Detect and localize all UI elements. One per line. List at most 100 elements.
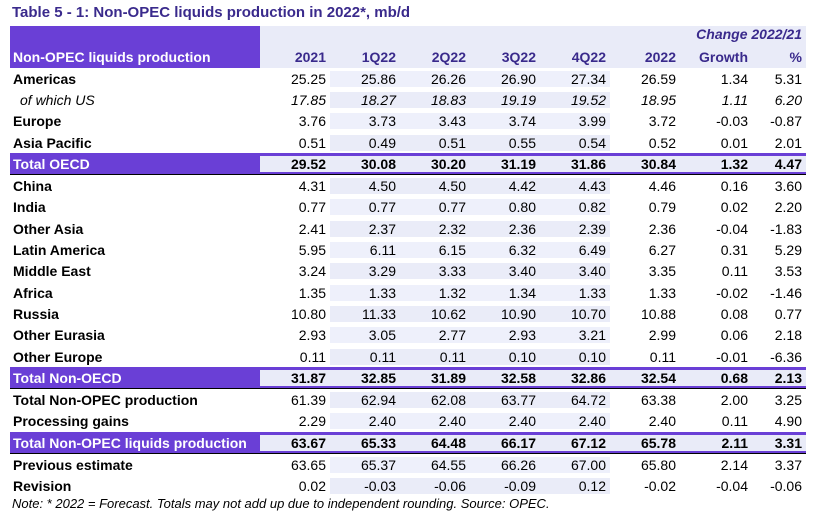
- value-cell: 32.85: [330, 369, 400, 386]
- value-cell: 6.27: [648, 242, 676, 259]
- value-cell: 1.11: [721, 91, 748, 108]
- total-row: Total OECD 29.52 30.08 30.20 31.19 31.86 30.84…: [10, 153, 806, 175]
- table-body: Americas 25.25 25.86 26.26 26.90 27.34 26.59 1.…: [10, 68, 806, 497]
- value-cell: 10.88: [640, 305, 676, 322]
- value-cell: 0.11: [721, 413, 748, 430]
- value-cell: 1.32: [400, 284, 470, 301]
- value-cell: 0.11: [721, 263, 748, 280]
- column-header: 3Q22: [470, 46, 540, 68]
- value-cell: 0.82: [540, 199, 610, 216]
- value-cell: 0.12: [540, 478, 610, 495]
- value-cell: 63.65: [290, 456, 326, 473]
- value-cell: 31.89: [400, 369, 470, 386]
- value-cell: 3.33: [400, 263, 470, 280]
- value-cell: 4.46: [648, 178, 676, 195]
- value-cell: 3.31: [752, 434, 806, 451]
- change-header: Change 2022/21: [696, 26, 802, 42]
- table-row: Asia Pacific 0.51 0.49 0.51 0.55 0.54 0.52 0.01…: [10, 132, 806, 153]
- value-cell: 0.11: [330, 348, 400, 365]
- value-cell: -0.04: [716, 478, 748, 495]
- value-cell: -0.02: [644, 478, 676, 495]
- value-cell: 17.85: [290, 91, 326, 108]
- table-row: Other Eurasia 2.93 3.05 2.77 2.93 3.21 2.99 0.0…: [10, 325, 806, 346]
- value-cell: 4.31: [298, 178, 326, 195]
- value-cell: 0.80: [470, 199, 540, 216]
- column-header: 2021: [260, 46, 330, 68]
- value-cell: 31.19: [470, 155, 540, 172]
- value-cell: 1.33: [540, 284, 610, 301]
- value-cell: -0.01: [716, 348, 748, 365]
- value-cell: -0.06: [770, 478, 802, 495]
- value-cell: 18.95: [640, 91, 676, 108]
- column-header: %: [752, 46, 806, 68]
- value-cell: 0.77: [298, 199, 326, 216]
- row-label: Latin America: [13, 242, 106, 259]
- value-cell: 25.25: [290, 70, 326, 87]
- row-label: Other Asia: [13, 220, 84, 237]
- value-cell: 2.40: [470, 413, 540, 430]
- value-cell: 2.20: [774, 199, 802, 216]
- row-label: Asia Pacific: [13, 134, 92, 151]
- value-cell: 3.35: [648, 263, 676, 280]
- value-cell: 4.50: [400, 178, 470, 195]
- value-cell: 4.43: [540, 178, 610, 195]
- column-header: Growth: [680, 46, 752, 68]
- value-cell: 1.34: [720, 70, 748, 87]
- value-cell: 62.08: [400, 392, 470, 409]
- value-cell: 4.47: [752, 155, 806, 172]
- value-cell: -0.02: [716, 284, 748, 301]
- value-cell: 26.90: [470, 70, 540, 87]
- value-cell: 0.10: [540, 348, 610, 365]
- value-cell: 1.33: [330, 284, 400, 301]
- column-header: 2022: [610, 46, 680, 68]
- value-cell: 6.15: [400, 242, 470, 259]
- table-row: India 0.77 0.77 0.77 0.80 0.82 0.79 0.02 2.20: [10, 197, 806, 218]
- value-cell: 2.32: [400, 220, 470, 237]
- table-row: Previous estimate 63.65 65.37 64.55 66.26 67.…: [10, 453, 806, 475]
- value-cell: -0.03: [716, 113, 748, 130]
- value-cell: 2.93: [470, 327, 540, 344]
- table-row: Total Non-OPEC production 61.39 62.94 62.08…: [10, 388, 806, 410]
- value-cell: 0.02: [298, 478, 326, 495]
- value-cell: 2.40: [540, 413, 610, 430]
- row-label: Previous estimate: [13, 456, 133, 473]
- table-row: Revision 0.02 -0.03 -0.06 -0.09 0.12 -0.02 -0.0…: [10, 476, 806, 497]
- row-label: Total Non-OECD: [13, 369, 122, 386]
- value-cell: 65.78: [610, 434, 680, 451]
- row-label-header: Non-OPEC liquids production: [10, 46, 260, 68]
- value-cell: 3.40: [470, 263, 540, 280]
- value-cell: 3.05: [330, 327, 400, 344]
- value-cell: 10.70: [540, 305, 610, 322]
- row-label: Africa: [13, 284, 53, 301]
- value-cell: 67.00: [540, 456, 610, 473]
- value-cell: 6.49: [540, 242, 610, 259]
- column-header: 2Q22: [400, 46, 470, 68]
- value-cell: 65.37: [330, 456, 400, 473]
- row-label: Processing gains: [13, 413, 129, 430]
- value-cell: 31.86: [540, 155, 610, 172]
- value-cell: 2.41: [298, 220, 326, 237]
- value-cell: 2.93: [298, 327, 326, 344]
- value-cell: 25.86: [330, 70, 400, 87]
- value-cell: -6.36: [770, 348, 802, 365]
- value-cell: 3.29: [330, 263, 400, 280]
- value-cell: -0.09: [470, 478, 540, 495]
- value-cell: 2.39: [540, 220, 610, 237]
- row-label: Middle East: [13, 263, 91, 280]
- value-cell: 0.51: [298, 134, 326, 151]
- value-cell: 0.79: [648, 199, 676, 216]
- row-label: Total Non-OPEC liquids production: [13, 434, 247, 451]
- table-note: Note: * 2022 = Forecast. Totals may not …: [12, 496, 550, 511]
- value-cell: -0.87: [770, 113, 802, 130]
- value-cell: 2.36: [648, 220, 676, 237]
- value-cell: 32.54: [610, 369, 680, 386]
- table-row: Europe 3.76 3.73 3.43 3.74 3.99 3.72 -0.03 -0.87: [10, 111, 806, 132]
- value-cell: 26.26: [400, 70, 470, 87]
- table-row: China 4.31 4.50 4.50 4.42 4.43 4.46 0.16 3.60: [10, 174, 806, 196]
- total-row: Total Non-OPEC liquids production 63.67 65…: [10, 432, 806, 454]
- header-row-top: Change 2022/21: [10, 26, 806, 46]
- table-row: of which US 17.85 18.27 18.83 19.19 19.52 18.9…: [10, 89, 806, 110]
- production-table: Change 2022/21 Non-OPEC liquids producti…: [10, 26, 806, 497]
- value-cell: 0.01: [720, 134, 748, 151]
- table-row: Russia 10.80 11.33 10.62 10.90 10.70 10.88 0.08…: [10, 303, 806, 324]
